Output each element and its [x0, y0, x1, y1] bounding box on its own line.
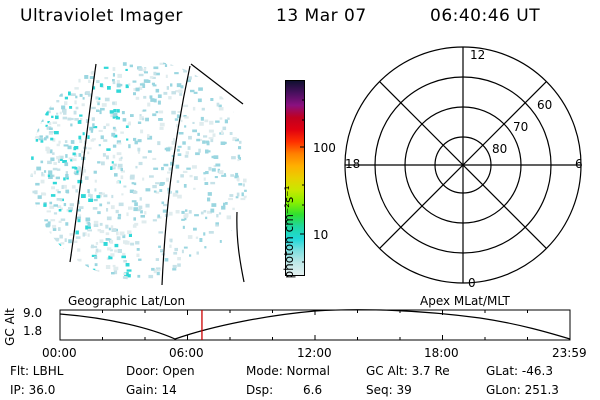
orbit-xtick-4: 23:59 — [552, 346, 587, 360]
colorbar-tick-100: 100 — [313, 141, 336, 155]
orbit-xtick-1: 06:00 — [169, 346, 204, 360]
mlt-label-0: 0 — [468, 276, 476, 290]
status-dsp-value: 6.6 — [303, 383, 323, 397]
status-gc-alt: GC Alt: 3.7 Re — [366, 364, 450, 378]
status-dsp-label: Dsp: — [246, 383, 274, 397]
orbit-right-title: Apex MLat/MLT — [420, 294, 510, 308]
orbit-ytick-bottom: 1.8 — [23, 324, 43, 338]
time-label: 06:40:46 UT — [430, 6, 541, 26]
instrument-title: Ultraviolet Imager — [20, 6, 183, 26]
date-label: 13 Mar 07 — [276, 6, 367, 26]
status-flt: Flt: LBHL — [10, 364, 64, 378]
status-seq: Seq: 39 — [366, 383, 412, 397]
status-gain: Gain: 14 — [126, 383, 177, 397]
status-door: Door: Open — [126, 364, 195, 378]
lat-label-80: 80 — [492, 142, 508, 156]
orbit-xtick-0: 00:00 — [42, 346, 77, 360]
orbit-ytick-top: 9.0 — [23, 306, 43, 320]
lat-label-60: 60 — [537, 98, 553, 112]
orbit-left-title: Geographic Lat/Lon — [68, 294, 186, 308]
status-ip: IP: 36.0 — [10, 383, 56, 397]
altitude-curve — [59, 309, 571, 340]
lon-lines — [69, 63, 245, 286]
colorbar-tick-10: 10 — [313, 228, 329, 242]
orbit-xtick-2: 12:00 — [297, 346, 332, 360]
mlt-label-18: 18 — [345, 157, 361, 171]
status-mode: Mode: Normal — [246, 364, 330, 378]
status-glon: GLon: 251.3 — [486, 383, 559, 397]
status-glat: GLat: -46.3 — [486, 364, 553, 378]
mlt-label-6: 6 — [575, 157, 583, 171]
orbit-xtick-3: 18:00 — [424, 346, 459, 360]
lat-label-70: 70 — [513, 120, 529, 134]
mlt-label-12: 12 — [470, 48, 486, 62]
colorbar — [285, 80, 305, 276]
